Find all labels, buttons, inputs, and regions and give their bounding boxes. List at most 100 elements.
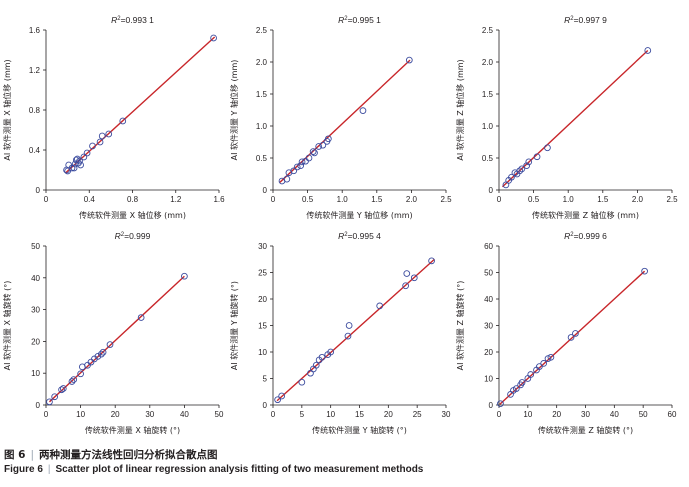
x-tick-label: 30 <box>442 410 451 419</box>
r-squared-value: =0.997 9 <box>574 15 608 25</box>
x-tick-label: 0 <box>44 195 49 204</box>
data-point <box>46 398 53 406</box>
x-axis-label: 传统软件测量 X 轴旋转 (°) <box>85 425 180 435</box>
x-tick-label: 2.0 <box>406 195 418 204</box>
data-point <box>319 141 327 149</box>
scatter-panel-6: 0 10 20 30 40 50 60 0 10 20 30 40 50 60 R2=0.999 6 传统软件… <box>455 231 677 435</box>
data-point <box>403 270 411 277</box>
data-point <box>527 371 535 378</box>
data-point <box>428 257 435 265</box>
data-point <box>293 163 301 171</box>
y-tick-label: 25 <box>258 269 267 278</box>
data-point <box>278 392 286 400</box>
x-tick-label: 1.6 <box>213 195 225 204</box>
caption-separator: | <box>47 464 51 475</box>
r-squared-label: R2=0.995 1 <box>338 15 381 25</box>
x-tick-label: 25 <box>413 410 422 419</box>
data-point <box>315 143 323 150</box>
y-tick-label: 30 <box>258 242 267 251</box>
r-symbol: R <box>111 15 117 25</box>
y-tick-label: 60 <box>484 242 493 251</box>
x-tick-label: 20 <box>384 410 393 419</box>
x-tick-label: 40 <box>610 410 619 419</box>
x-tick-label: 60 <box>668 410 677 419</box>
y-tick-label: 2.0 <box>256 58 268 67</box>
y-tick-label: 2.5 <box>256 26 268 35</box>
data-point <box>181 272 188 280</box>
data-point <box>58 386 65 394</box>
data-point <box>80 153 88 161</box>
caption-text-zh: 两种测量方法线性回归分析拟合散点图 <box>39 449 218 461</box>
data-point <box>312 361 320 369</box>
x-tick-label: 30 <box>581 410 590 419</box>
x-tick-label: 40 <box>180 410 189 419</box>
y-tick-label: 50 <box>484 269 493 278</box>
data-point <box>106 341 114 348</box>
data-point <box>309 148 317 155</box>
r-squared-value: =0.999 6 <box>574 231 608 241</box>
scatter-panel-1: 0 0.4 0.8 1.2 1.6 0 0.4 0.8 1.2 1.6 R2=0.993 1 传统软件… <box>2 15 225 220</box>
r-superscript: 2 <box>344 232 348 238</box>
y-tick-label: 0.4 <box>29 146 41 155</box>
r-squared-value: =0.995 4 <box>348 231 382 241</box>
data-point <box>298 378 306 386</box>
y-tick-label: 0 <box>489 401 494 410</box>
y-tick-label: 40 <box>484 295 493 304</box>
data-point <box>297 162 305 170</box>
data-point <box>497 400 504 408</box>
data-point <box>283 175 291 183</box>
r-symbol: R <box>338 231 344 241</box>
y-tick-label: 10 <box>258 348 267 357</box>
y-tick-label: 1.5 <box>256 90 268 99</box>
r-superscript: 2 <box>344 16 348 22</box>
data-point <box>572 330 579 337</box>
data-point <box>518 165 526 173</box>
data-point <box>641 267 648 275</box>
data-point <box>70 164 78 172</box>
y-tick-label: 10 <box>31 369 40 378</box>
data-point <box>98 350 105 358</box>
scatter-panel-5: 0 5 10 15 20 25 30 0 5 10 15 20 25 30 R2=0.995 4 传统软件测量… <box>229 231 451 435</box>
data-point <box>298 158 306 166</box>
x-tick-label: 0.5 <box>302 195 314 204</box>
data-point <box>137 314 145 321</box>
regression-line <box>499 270 646 405</box>
x-tick-label: 0 <box>44 410 49 419</box>
y-tick-label: 1.5 <box>482 90 494 99</box>
y-tick-label: 0.5 <box>482 154 494 163</box>
y-tick-label: 0 <box>263 401 268 410</box>
x-tick-label: 30 <box>145 410 154 419</box>
data-point <box>512 385 520 392</box>
y-axis-label: AI 软件测量 X 轴位移 (mm) <box>2 59 12 160</box>
figure-label-en: Figure 6 <box>4 464 43 475</box>
x-tick-label: 2.0 <box>632 195 644 204</box>
y-tick-label: 20 <box>484 348 493 357</box>
r-superscript: 2 <box>570 232 574 238</box>
r-squared-label: R2=0.997 9 <box>564 15 607 25</box>
r-squared-value: =0.999 <box>124 231 151 241</box>
data-point <box>105 130 113 138</box>
scatter-panel-2: 0 0.5 1.0 1.5 2.0 2.5 0 0.5 1.0 1.5 2.0 2.5 R2=0.995… <box>229 15 452 220</box>
r-squared-value: =0.993 1 <box>121 15 155 25</box>
y-axis-label: AI 软件测量 Y 轴旋转 (°) <box>229 281 239 370</box>
scatter-panel-3: 0 0.5 1.0 1.5 2.0 2.5 0 0.5 1.0 1.5 2.0 2.5 R2=0.997… <box>455 15 678 220</box>
y-tick-label: 10 <box>484 375 493 384</box>
caption-text-en: Scatter plot of linear regression analys… <box>55 464 424 475</box>
data-point <box>523 162 531 170</box>
data-point <box>76 157 83 165</box>
data-point <box>410 274 418 282</box>
x-tick-label: 0 <box>497 410 502 419</box>
data-point <box>644 47 652 54</box>
y-tick-label: 15 <box>258 322 267 331</box>
y-tick-label: 0 <box>489 186 494 195</box>
data-point <box>274 396 281 404</box>
y-tick-label: 0.5 <box>256 154 268 163</box>
data-point <box>533 153 541 161</box>
y-tick-label: 0 <box>263 186 268 195</box>
x-axis-label: 传统软件测量 Z 轴位移 (mm) <box>532 210 639 220</box>
y-axis-label: AI 软件测量 Z 轴旋转 (°) <box>455 281 465 371</box>
data-point <box>83 149 91 157</box>
data-point <box>98 132 106 140</box>
y-axis-label: AI 软件测量 X 轴旋转 (°) <box>2 281 12 371</box>
